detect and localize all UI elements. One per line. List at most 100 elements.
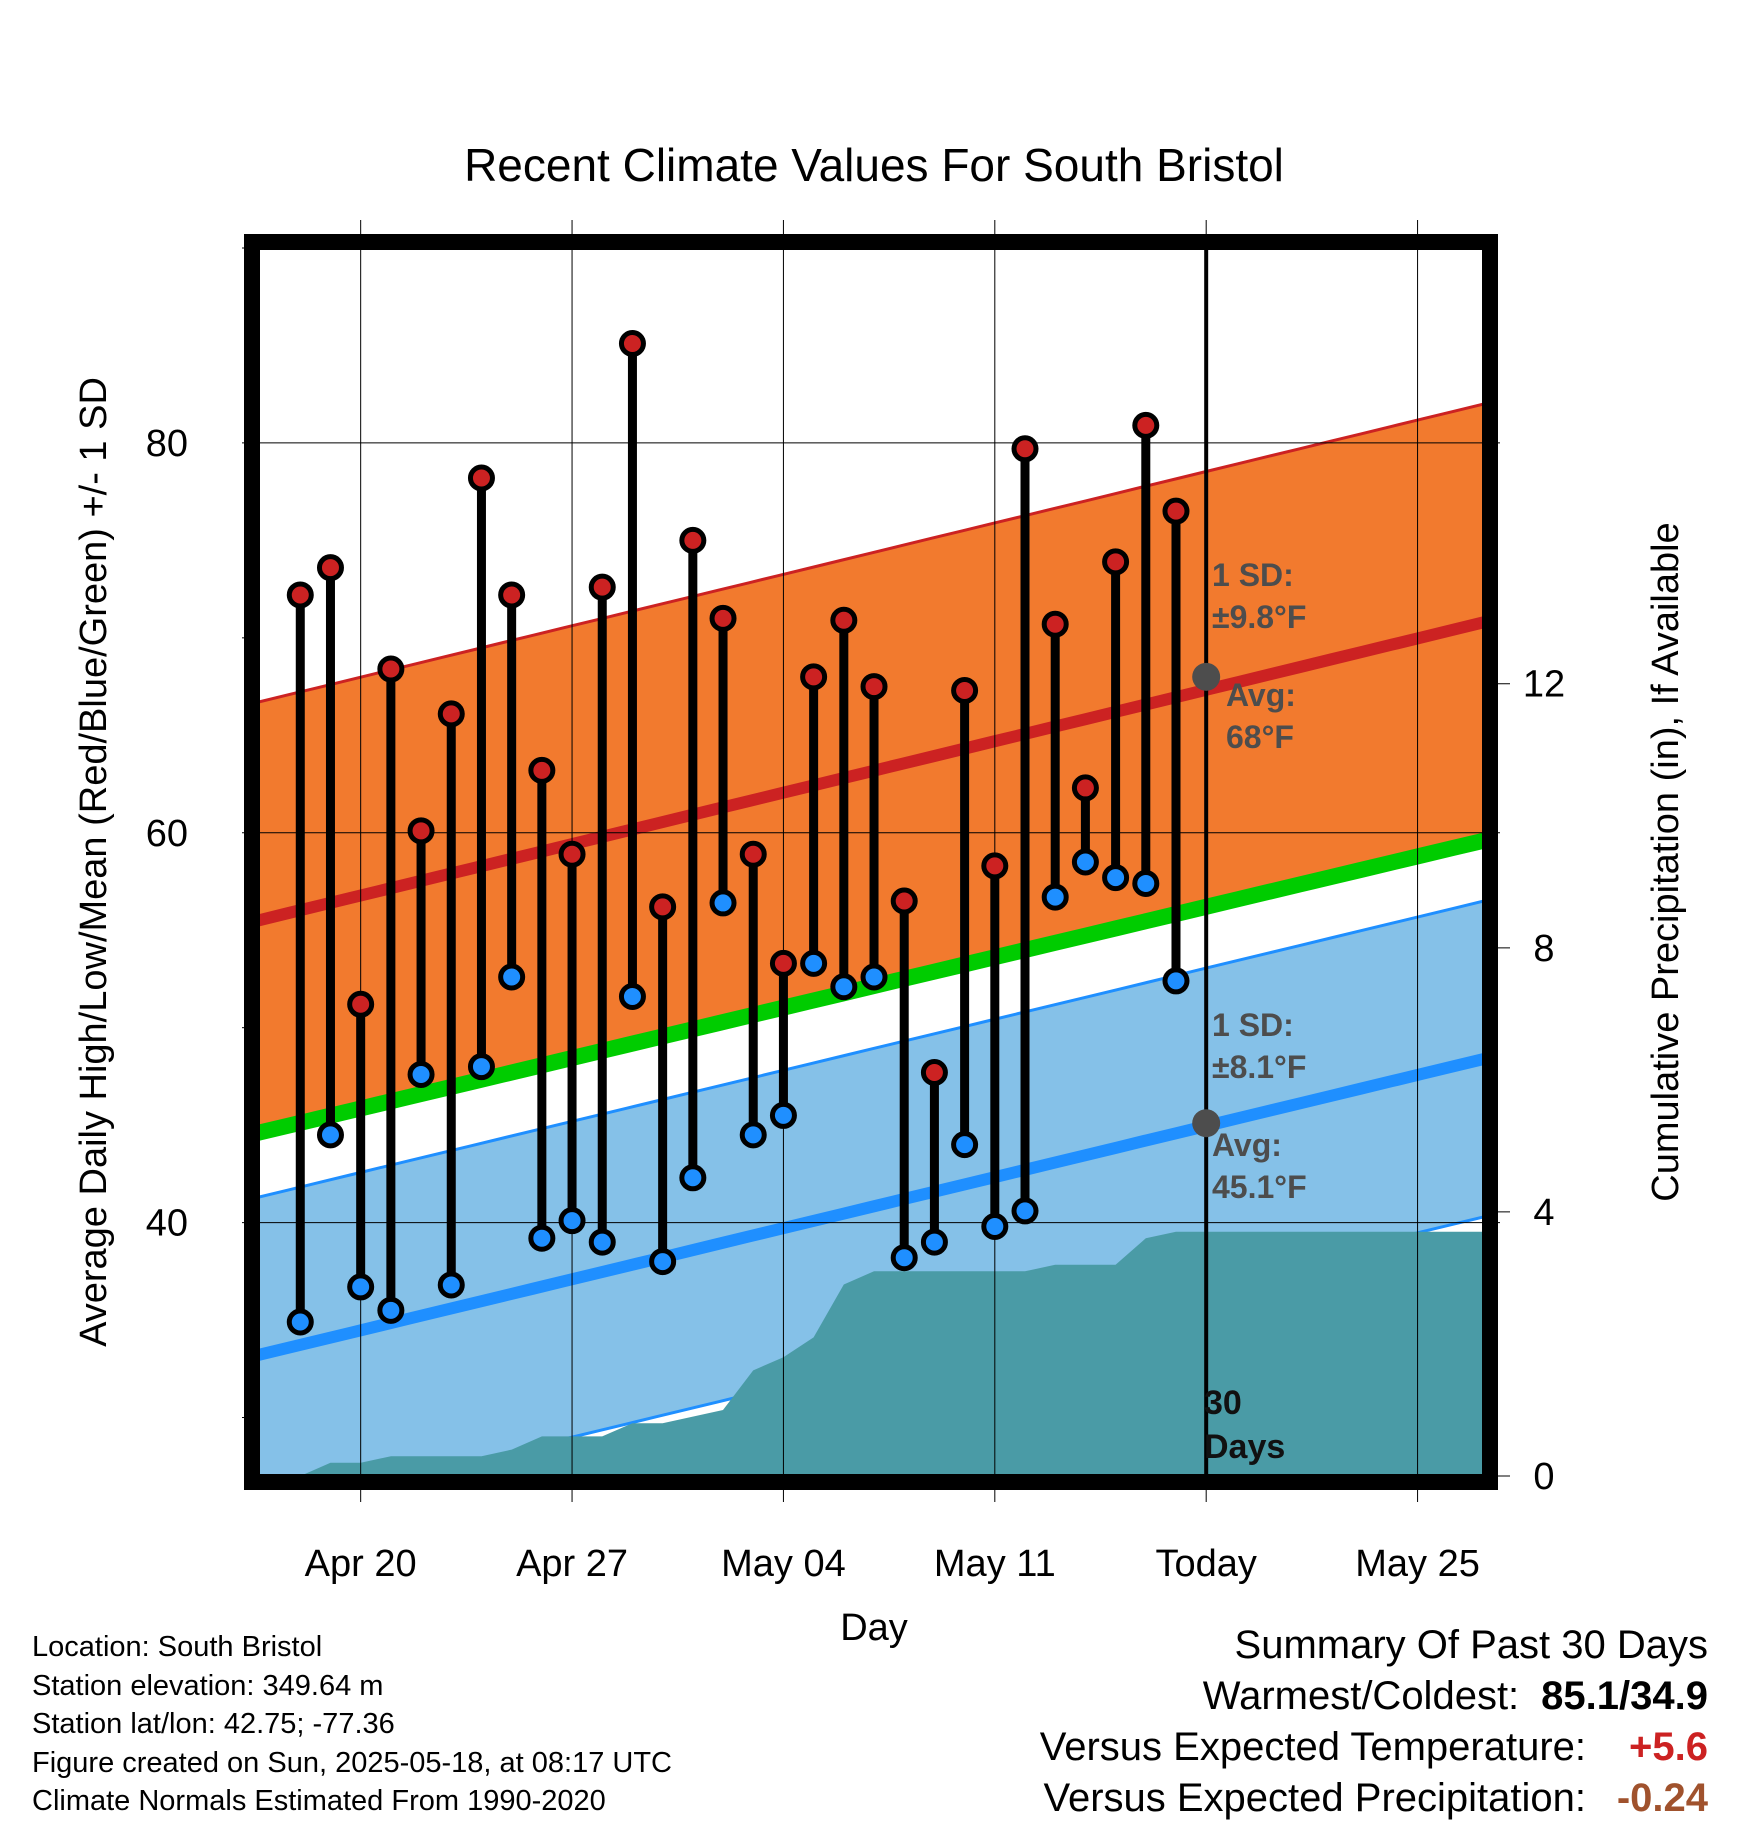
daily-low-marker [1041, 883, 1069, 911]
daily-high-marker [1132, 411, 1160, 439]
latlon-text: Station lat/lon: 42.75; -77.36 [32, 1708, 395, 1740]
x-tick-label: May 11 [934, 1543, 1056, 1585]
daily-high-marker [649, 893, 677, 921]
low-average-today-point [1192, 1109, 1221, 1138]
daily-low-marker [1071, 848, 1099, 876]
daily-low-marker [467, 1053, 495, 1081]
x-tick-label: Apr 27 [516, 1543, 628, 1585]
created-text: Figure created on Sun, 2025-05-18, at 08… [32, 1746, 672, 1779]
high-sd-title: 1 SD: [1212, 557, 1294, 593]
daily-high-marker [286, 581, 314, 609]
daily-low-marker [800, 949, 828, 977]
daily-low-marker [739, 1121, 767, 1149]
daily-low-marker [347, 1273, 375, 1301]
daily-high-marker [830, 606, 858, 634]
daily-high-marker [498, 581, 526, 609]
daily-high-marker [709, 604, 737, 632]
daily-high-marker [377, 655, 405, 683]
daily-low-marker [1102, 864, 1130, 892]
precipitation-area [300, 1231, 1484, 1476]
daily-high-marker [437, 700, 465, 728]
window-label-unit: Days [1204, 1428, 1285, 1466]
daily-high-marker [1162, 497, 1190, 525]
y-tick-label: 80 [146, 423, 188, 465]
daily-high-marker [1011, 435, 1039, 463]
y2-axis-label: Cumulative Precipitation (in), If Availa… [1645, 522, 1687, 1201]
high-band-upper-edge [258, 402, 1484, 704]
precip-departure-label: Versus Expected Precipitation: [1043, 1776, 1586, 1820]
daily-low-marker [830, 973, 858, 1001]
y-axis-label: Average Daily High/Low/Mean (Red/Blue/Gr… [73, 377, 115, 1347]
warmest-coldest-label: Warmest/Coldest: [1202, 1674, 1520, 1718]
x-tick-label: May 04 [721, 1543, 846, 1585]
y2-tick-label: 4 [1533, 1192, 1554, 1234]
daily-high-marker [407, 817, 435, 845]
y-tick-label: 60 [146, 813, 188, 855]
high-sd-value: ±9.8°F [1212, 599, 1306, 635]
daily-high-marker [316, 554, 344, 582]
chart-title: Recent Climate Values For South Bristol [464, 139, 1284, 191]
daily-high-marker [739, 840, 767, 868]
precip-departure-value: -0.24 [1616, 1776, 1708, 1820]
daily-high-marker [800, 663, 828, 691]
y2-tick-label: 8 [1533, 928, 1554, 970]
daily-low-marker [1132, 869, 1160, 897]
temp-departure-value: +5.6 [1629, 1725, 1708, 1769]
daily-low-marker [377, 1296, 405, 1324]
daily-low-marker [649, 1248, 677, 1276]
daily-high-marker [679, 526, 707, 554]
daily-low-marker [860, 963, 888, 991]
window-label-count: 30 [1204, 1384, 1242, 1422]
daily-high-marker [1102, 548, 1130, 576]
y-tick-label: 40 [146, 1203, 188, 1245]
daily-low-marker [1162, 967, 1190, 995]
low-band-upper-edge [258, 899, 1484, 1199]
x-tick-label: Apr 20 [305, 1543, 417, 1585]
x-tick-label: May 25 [1355, 1543, 1480, 1585]
daily-high-marker [1071, 774, 1099, 802]
low-sd-band [258, 901, 1484, 1476]
daily-high-marker [890, 887, 918, 915]
daily-high-marker [588, 573, 616, 601]
high-avg-value: 68°F [1226, 719, 1294, 755]
daily-low-marker [316, 1121, 344, 1149]
daily-low-marker [286, 1308, 314, 1336]
summary-panel: Summary Of Past 30 Days Warmest/Coldest:… [1040, 1620, 1708, 1824]
daily-low-marker [558, 1207, 586, 1235]
daily-low-marker [890, 1244, 918, 1272]
daily-low-marker [1011, 1197, 1039, 1225]
daily-high-marker [951, 676, 979, 704]
x-tick-label: Today [1155, 1543, 1256, 1585]
daily-low-marker [498, 963, 526, 991]
warmest-coldest-row: Warmest/Coldest: 85.1/34.9 [1040, 1671, 1708, 1722]
y2-tick-label: 12 [1523, 664, 1565, 706]
low-avg-value: 45.1°F [1212, 1169, 1307, 1205]
daily-high-marker [920, 1059, 948, 1087]
daily-low-marker [437, 1271, 465, 1299]
daily-high-marker [558, 840, 586, 868]
daily-low-marker [951, 1131, 979, 1159]
daily-low-marker [618, 982, 646, 1010]
precip-departure-row: Versus Expected Precipitation: -0.24 [1040, 1773, 1708, 1824]
daily-high-marker [981, 852, 1009, 880]
temp-departure-label: Versus Expected Temperature: [1039, 1725, 1586, 1769]
temp-departure-row: Versus Expected Temperature: +5.6 [1040, 1722, 1708, 1773]
elevation-text: Station elevation: 349.64 m [32, 1669, 384, 1702]
summary-heading: Summary Of Past 30 Days [1234, 1623, 1708, 1667]
daily-high-marker [769, 949, 797, 977]
daily-high-marker [618, 330, 646, 358]
normals-period-text: Climate Normals Estimated From 1990-2020 [32, 1785, 606, 1817]
low-average-line [258, 1053, 1484, 1361]
high-average-today-point [1192, 662, 1221, 691]
warmest-coldest-value: 85.1/34.9 [1541, 1674, 1708, 1718]
high-avg-title: Avg: [1226, 677, 1296, 713]
daily-low-marker [588, 1228, 616, 1256]
daily-high-marker [347, 990, 375, 1018]
daily-low-marker [709, 889, 737, 917]
daily-low-marker [679, 1164, 707, 1192]
plot-frame [244, 234, 1498, 1490]
y2-tick-label: 0 [1533, 1456, 1554, 1498]
station-info: Location: South Bristol Station elevatio… [32, 1628, 672, 1821]
location-text: Location: South Bristol [32, 1631, 323, 1663]
